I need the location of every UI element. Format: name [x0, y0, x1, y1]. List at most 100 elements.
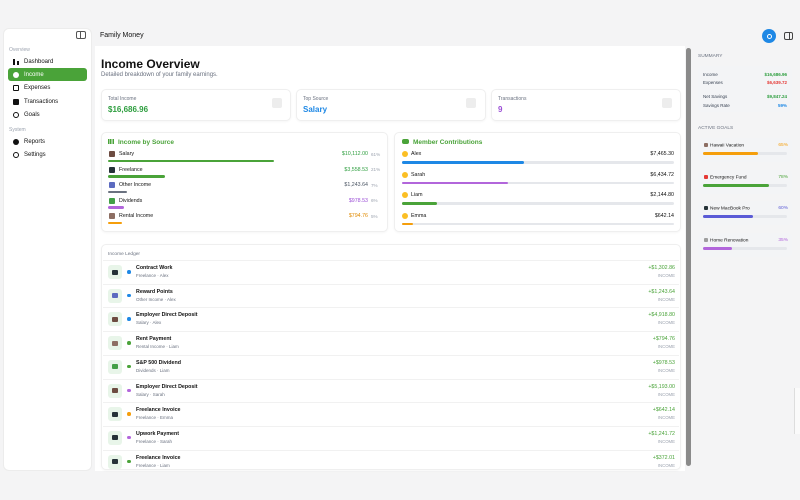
- chart-icon: [109, 197, 115, 204]
- goal-label: Emergency Fund: [710, 175, 747, 180]
- ledger-amount: +$1,241.72: [648, 430, 675, 437]
- ledger-name: S&P 500 Dividend: [136, 359, 181, 366]
- source-amount: $3,558.53: [344, 166, 368, 173]
- goal-card[interactable]: Hawaii Vacation 65%: [698, 138, 792, 162]
- source-label: Rental Income: [119, 213, 154, 219]
- dashboard-icon: [13, 58, 19, 65]
- ledger-tag: INCOME: [657, 415, 675, 421]
- goal-progress: [703, 215, 787, 218]
- sidebar-item-label: Settings: [24, 151, 46, 158]
- member-bar-fill: [402, 222, 413, 225]
- scrollbar[interactable]: [686, 48, 691, 466]
- stat-card-total-income: [101, 89, 291, 121]
- ledger-row[interactable]: Rent Payment Rental Income · Liam +$794.…: [103, 331, 679, 353]
- source-amount: $1,243.64: [344, 182, 368, 188]
- summary-row: Savings Rate 59%: [703, 103, 787, 108]
- transaction-icon: [108, 359, 122, 374]
- money-icon: [272, 98, 282, 108]
- sidebar-item-dashboard[interactable]: Dashboard: [8, 55, 87, 68]
- sidebar-item-label: Income: [24, 71, 44, 78]
- goal-label: Home Renovation: [710, 238, 749, 243]
- member-contributions-title: Member Contributions: [402, 139, 482, 146]
- ledger-name: Upwork Payment: [136, 430, 179, 437]
- source-bar: [108, 206, 380, 209]
- goal-card[interactable]: Home Renovation 35%: [698, 232, 792, 257]
- goal-progress-fill: [703, 152, 758, 155]
- people-icon: [402, 139, 409, 144]
- scrollbar-thumb[interactable]: [686, 48, 691, 466]
- ledger-amount: +$1,243.64: [648, 288, 675, 295]
- ledger-meta: Other Income · Alex: [136, 296, 176, 302]
- sidebar-toggle-icon[interactable]: [76, 31, 86, 39]
- goals-icon: [13, 111, 19, 118]
- receipt-icon: [662, 98, 672, 108]
- member-bar-fill: [402, 161, 525, 164]
- member-dot: [127, 459, 131, 464]
- ledger-meta: Salary · Alex: [136, 320, 162, 326]
- category-icon: [112, 293, 118, 299]
- sidebar-item-income[interactable]: Income: [8, 68, 87, 81]
- member-amount: $6,434.72: [650, 171, 674, 178]
- summary-value: $9,847.24: [766, 94, 787, 99]
- goal-name: Emergency Fund: [704, 174, 747, 180]
- income-ledger-card: [101, 244, 681, 470]
- sidebar-item-goals[interactable]: Goals: [8, 108, 87, 121]
- source-bar-fill: [108, 221, 122, 224]
- ledger-tag: INCOME: [657, 320, 675, 326]
- sidebar-item-label: Expenses: [24, 84, 51, 91]
- ledger-row[interactable]: Freelance Invoice Freelance · Emma +$642…: [103, 402, 679, 424]
- stat-label: Total Income: [108, 96, 137, 102]
- sidebar-item-settings[interactable]: Settings: [8, 148, 87, 161]
- transaction-icon: [108, 430, 122, 445]
- ledger-row[interactable]: Employer Direct Deposit Salary · Alex +$…: [103, 307, 679, 329]
- summary-value: $16,686.96: [764, 72, 787, 77]
- member-dot: [127, 388, 131, 392]
- category-icon: [112, 435, 118, 441]
- member-dot: [127, 270, 131, 274]
- source-bar-fill: [108, 175, 166, 178]
- face-icon: [402, 171, 408, 178]
- source-percent: 61%: [371, 151, 381, 157]
- goal-card[interactable]: New MacBook Pro 60%: [698, 201, 792, 225]
- source-bar-fill: [108, 159, 274, 162]
- sidebar-section-system: System: [9, 127, 26, 133]
- face-icon: [402, 212, 408, 219]
- member-dot: [127, 412, 131, 416]
- member-label: Alex: [411, 151, 422, 157]
- ledger-amount: +$978.53: [652, 359, 675, 366]
- transaction-icon: [108, 288, 122, 303]
- ledger-row[interactable]: S&P 500 Dividend Dividends · Liam +$978.…: [103, 354, 679, 377]
- sidebar-item-transactions[interactable]: Transactions: [8, 95, 87, 108]
- transaction-icon: [108, 312, 122, 327]
- ledger-tag: INCOME: [657, 344, 675, 350]
- goal-name: New MacBook Pro: [704, 206, 750, 212]
- ledger-row[interactable]: Contract Work Freelance · Alex +$1,302.8…: [103, 260, 679, 282]
- ledger-row[interactable]: Freelance Invoice Freelance · Liam +$372…: [103, 449, 679, 472]
- ledger-row[interactable]: Employer Direct Deposit Salary · Sarah +…: [103, 378, 679, 401]
- stat-card-transactions: [491, 89, 681, 121]
- sidebar-item-label: Goals: [24, 111, 40, 118]
- ledger-row[interactable]: Upwork Payment Freelance · Sarah +$1,241…: [103, 425, 679, 448]
- bar-chart-icon: [108, 139, 114, 144]
- member-dot: [127, 435, 131, 440]
- ledger-row[interactable]: Reward Points Other Income · Alex +$1,24…: [103, 283, 679, 306]
- ledger-meta: Freelance · Sarah: [136, 438, 173, 444]
- member-label: Sarah: [411, 171, 426, 178]
- ledger-meta: Freelance · Emma: [136, 415, 174, 421]
- source-percent: 21%: [371, 167, 381, 172]
- source-bar-fill: [108, 190, 128, 193]
- income-ledger-title: Income Ledger: [108, 252, 140, 257]
- category-icon: [112, 388, 118, 393]
- card-title-text: Income by Source: [118, 139, 174, 146]
- add-button[interactable]: [762, 29, 776, 43]
- ledger-name: Employer Direct Deposit: [136, 383, 198, 390]
- right-panel-toggle-icon[interactable]: [784, 32, 793, 40]
- ledger-name: Rent Payment: [136, 336, 172, 343]
- summary-title: SUMMARY: [698, 54, 723, 59]
- transactions-icon: [13, 98, 19, 105]
- sidebar-item-reports[interactable]: Reports: [8, 135, 87, 148]
- goal-card[interactable]: Emergency Fund 78%: [698, 169, 792, 194]
- sidebar-item-expenses[interactable]: Expenses: [8, 81, 87, 94]
- reports-icon: [13, 138, 19, 145]
- summary-row: Income $16,686.96: [703, 72, 787, 77]
